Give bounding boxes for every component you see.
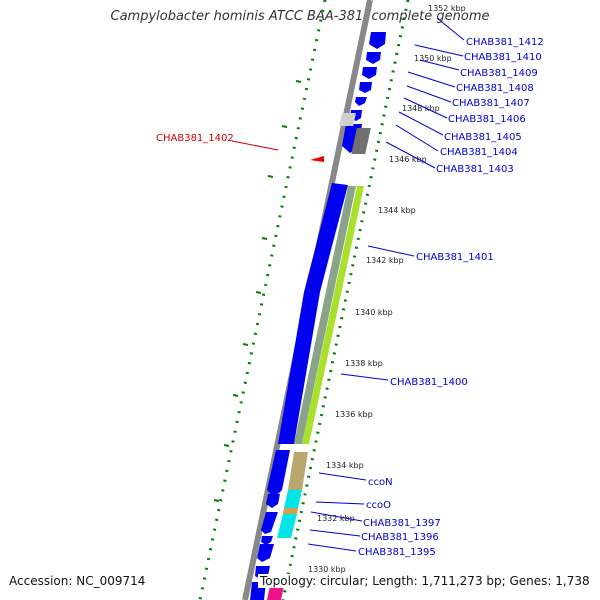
label-leader-1402 [231,140,279,151]
gene-label-1412: CHAB381_1412 [466,37,544,48]
gene-1401-block [304,183,348,292]
gene-1397-cyan [277,514,297,538]
kbp-tick-1348: 1348 kbp [402,104,440,113]
gene-lower-4 [261,536,273,545]
gene-ribbon-lime [302,186,364,444]
kbp-tick-1352: 1352 kbp [428,4,466,13]
gene-features [250,32,386,600]
gene-lower-1 [267,450,290,498]
gene-1403-grey-dark [351,128,371,154]
gene-1404-grey-light [339,113,356,126]
gene-1402-arrow [310,156,324,162]
gene-1400-block [278,292,320,444]
gene-lower-5 [257,544,274,562]
gene-1408-arrow [359,82,372,93]
outer-dotted-track [198,0,327,600]
kbp-tick-1346: 1346 kbp [389,155,427,164]
kbp-tick-1340: 1340 kbp [355,308,393,317]
gene-1407-arrow [355,97,367,106]
kbp-tick-1334: 1334 kbp [326,461,364,470]
label-leaders [307,17,465,552]
gene-label-1407: CHAB381_1407 [452,98,530,109]
gene-ccoN-cyan [284,490,302,508]
kbp-tick-1338: 1338 kbp [345,359,383,368]
summary-text: Topology: circular; Length: 1,711,273 bp… [258,574,592,588]
gene-label-1409: CHAB381_1409 [460,68,538,79]
map-title: Campylobacter hominis ATCC BAA-381, comp… [110,9,490,24]
gene-lower-3 [261,512,278,534]
gene-label-1406: CHAB381_1406 [448,114,526,125]
gene-label-1397: CHAB381_1397 [363,518,441,529]
gene-labels: CHAB381_1412 CHAB381_1410 CHAB381_1409 C… [358,37,544,558]
gene-ribbon-grey [294,186,356,444]
gene-1409-arrow [362,67,377,79]
gene-label-1402: CHAB381_1402 [156,133,234,144]
kbp-tick-1342: 1342 kbp [366,256,404,265]
gene-label-ccoN: ccoN [368,477,393,488]
gene-1410-arrow [366,52,381,64]
gene-label-1408: CHAB381_1408 [456,83,534,94]
gene-cco-tan [288,452,308,490]
gene-lower-2 [266,494,280,508]
gene-1412-arrow [369,32,386,49]
kbp-ticks: 1352 kbp 1350 kbp 1348 kbp 1346 kbp 1344… [308,4,466,574]
gene-label-1396: CHAB381_1396 [361,532,439,543]
gene-label-1405: CHAB381_1405 [444,132,522,143]
gene-label-1404: CHAB381_1404 [440,147,518,158]
inner-dotted-track [281,0,410,600]
kbp-tick-1336: 1336 kbp [335,410,373,419]
minor-ticks [213,80,302,502]
gene-lower-pink [267,586,284,600]
gene-label-1401: CHAB381_1401 [416,252,494,263]
gene-label-ccoO: ccoO [366,500,391,511]
kbp-tick-1330: 1330 kbp [308,565,346,574]
gene-label-1410: CHAB381_1410 [464,52,542,63]
kbp-tick-1350: 1350 kbp [414,54,452,63]
gene-ccoO-orange [283,508,298,514]
kbp-tick-1344: 1344 kbp [378,206,416,215]
gene-label-1400: CHAB381_1400 [390,377,468,388]
gene-label-1395: CHAB381_1395 [358,547,436,558]
kbp-tick-1332: 1332 kbp [317,514,355,523]
accession-text: Accession: NC_009714 [9,574,146,588]
gene-label-1403: CHAB381_1403 [436,164,514,175]
